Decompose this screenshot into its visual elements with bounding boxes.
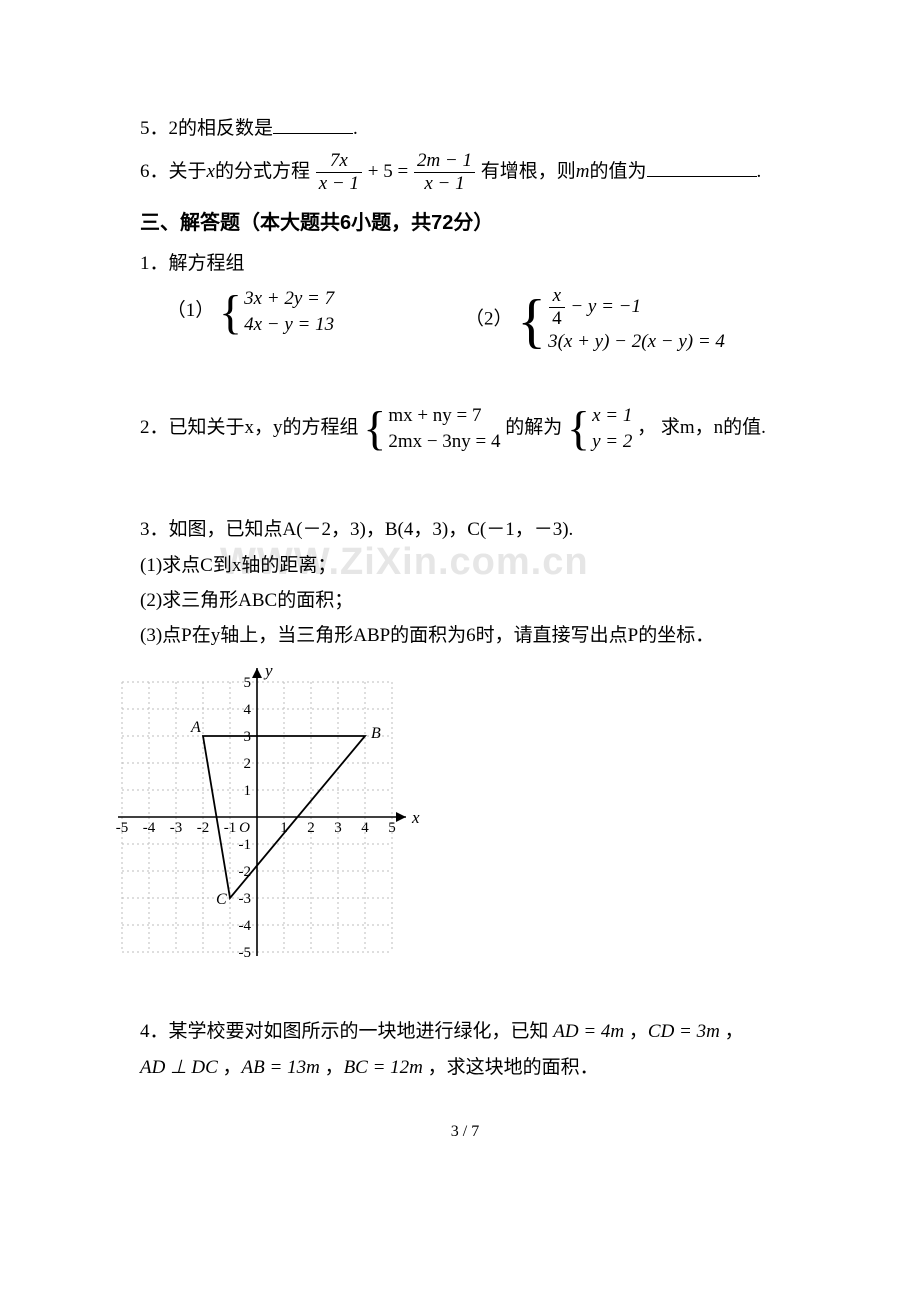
- p4-c4: ，: [320, 1057, 344, 1078]
- q6-f2d: x − 1: [424, 173, 464, 194]
- p4-l2: AD ⊥ DC ，AB = 13m ，BC = 12m ，求这块地的面积．: [140, 1052, 790, 1084]
- q6-post: .: [757, 161, 762, 182]
- p1-r-r2: 3(x + y) − 2(x − y) = 4: [548, 331, 725, 352]
- p2-mid: 的解为: [505, 417, 567, 438]
- q6: 6．关于x的分式方程 7x x − 1 + 5 = 2m − 1 x − 1 有…: [140, 151, 790, 194]
- p1-systems: （1） { 3x + 2y = 7 4x − y = 13 （2） { x 4: [140, 286, 790, 355]
- p1-label: 1．解方程组: [140, 248, 790, 280]
- svg-text:-4: -4: [143, 820, 156, 836]
- p1-l-r2: 4x − y = 13: [244, 314, 334, 335]
- q5-t1: 的相反数是: [178, 118, 273, 139]
- q6-num: 6: [140, 161, 150, 182]
- q6-frac2: 2m − 1 x − 1: [414, 151, 475, 194]
- p1-r-r1b: 4: [552, 308, 562, 329]
- q6-f2n: 2m − 1: [417, 150, 472, 171]
- svg-text:3: 3: [244, 729, 252, 745]
- p2: 2．已知关于x，y的方程组 { mx + ny = 7 2mx − 3ny = …: [140, 403, 790, 454]
- p3-graph: -5-4-3-2-112345-5-4-3-2-112345OxyABC: [92, 664, 790, 972]
- svg-text:4: 4: [244, 702, 252, 718]
- q6-blank: [647, 156, 757, 177]
- svg-text:B: B: [371, 725, 381, 742]
- p3-l1: 3．如图，已知点A(－2，3)，B(4，3)，C(－1，－3).: [140, 514, 790, 546]
- p2-s1-r2: 2mx − 3ny = 4: [388, 431, 500, 452]
- section3-title: 三、解答题（本大题共6小题，共72分）: [140, 206, 790, 240]
- p4-c1: ，: [624, 1021, 648, 1042]
- p4-ab: AB = 13m: [242, 1057, 320, 1078]
- q6-var2: m: [576, 161, 590, 182]
- svg-text:-5: -5: [239, 945, 252, 961]
- coordinate-graph: -5-4-3-2-112345-5-4-3-2-112345OxyABC: [92, 664, 422, 972]
- svg-text:5: 5: [388, 820, 396, 836]
- p2-s1-r1: mx + ny = 7: [388, 405, 481, 426]
- q6-f1d: x − 1: [319, 173, 359, 194]
- p3-l4: (3)点P在y轴上，当三角形ABP的面积为6时，请直接写出点P的坐标．: [140, 620, 790, 652]
- p1-left-sys: { 3x + 2y = 7 4x − y = 13: [219, 286, 334, 337]
- q6-t1: 关于: [169, 161, 207, 182]
- svg-text:3: 3: [334, 820, 342, 836]
- p4-pre: 4．某学校要对如图所示的一块地进行绿化，已知: [140, 1021, 553, 1042]
- svg-text:-4: -4: [239, 918, 252, 934]
- svg-text:2: 2: [244, 756, 252, 772]
- p1-r-frac: x 4: [549, 286, 565, 329]
- p4-ad: AD = 4m: [553, 1021, 624, 1042]
- svg-text:O: O: [239, 820, 250, 836]
- q6-pre: ．: [150, 161, 169, 182]
- q5-pre: ．: [150, 118, 169, 139]
- q5: 5．2的相反数是.: [140, 113, 790, 145]
- q5-a: 2: [169, 118, 179, 139]
- svg-text:4: 4: [361, 820, 369, 836]
- q5-num: 5: [140, 118, 150, 139]
- p1-r-r1c: − y = −1: [566, 296, 641, 317]
- q5-post: .: [353, 118, 358, 139]
- p1-right-idx: （2）: [465, 309, 513, 330]
- p2-sys2: { x = 1 y = 2: [567, 403, 632, 454]
- p1-r-r1a: x: [553, 285, 561, 306]
- svg-text:-1: -1: [239, 837, 252, 853]
- p4-perp: AD ⊥ DC: [140, 1057, 218, 1078]
- q6-var: x: [207, 161, 215, 182]
- p2-pre: 2．已知关于x，y的方程组: [140, 417, 363, 438]
- q6-f1n: 7x: [330, 150, 348, 171]
- q6-op1: + 5 =: [368, 161, 413, 182]
- p4-bc: BC = 12m: [344, 1057, 423, 1078]
- svg-text:5: 5: [244, 675, 252, 691]
- svg-text:-5: -5: [116, 820, 129, 836]
- q6-frac1: 7x x − 1: [316, 151, 362, 194]
- p4-cd: CD = 3m: [648, 1021, 720, 1042]
- p2-s2-r1: x = 1: [592, 405, 632, 426]
- p2-s2-r2: y = 2: [592, 431, 632, 452]
- p1-left-idx: （1）: [167, 300, 215, 321]
- svg-text:A: A: [190, 719, 201, 736]
- page-footer: 3 / 7: [140, 1118, 790, 1145]
- svg-text:2: 2: [307, 820, 315, 836]
- q6-t3: 有增根，则: [481, 161, 576, 182]
- p2-sys1: { mx + ny = 7 2mx − 3ny = 4: [363, 403, 500, 454]
- q6-t4: 的值为: [589, 161, 646, 182]
- svg-text:-2: -2: [239, 864, 252, 880]
- p1-right-sys: { x 4 − y = −1 3(x + y) − 2(x − y) = 4: [517, 286, 725, 355]
- p3-l2: (1)求点C到x轴的距离；: [140, 550, 790, 582]
- svg-text:-1: -1: [224, 820, 237, 836]
- p4-l1: 4．某学校要对如图所示的一块地进行绿化，已知 AD = 4m ，CD = 3m …: [140, 1016, 790, 1048]
- q5-blank: [273, 113, 353, 134]
- q6-t2: 的分式方程: [215, 161, 310, 182]
- svg-text:y: y: [263, 664, 273, 680]
- svg-text:x: x: [411, 808, 420, 827]
- svg-text:C: C: [216, 891, 227, 908]
- p1-l-r1: 3x + 2y = 7: [244, 288, 334, 309]
- p4-c2: ，: [720, 1021, 744, 1042]
- svg-text:-3: -3: [239, 891, 252, 907]
- svg-text:1: 1: [244, 783, 252, 799]
- p4-post: ，求这块地的面积．: [423, 1057, 599, 1078]
- p3-l3: (2)求三角形ABC的面积；: [140, 585, 790, 617]
- svg-text:-3: -3: [170, 820, 183, 836]
- p4-c3: ，: [218, 1057, 242, 1078]
- svg-text:-2: -2: [197, 820, 210, 836]
- p2-post: ， 求m，n的值.: [637, 417, 766, 438]
